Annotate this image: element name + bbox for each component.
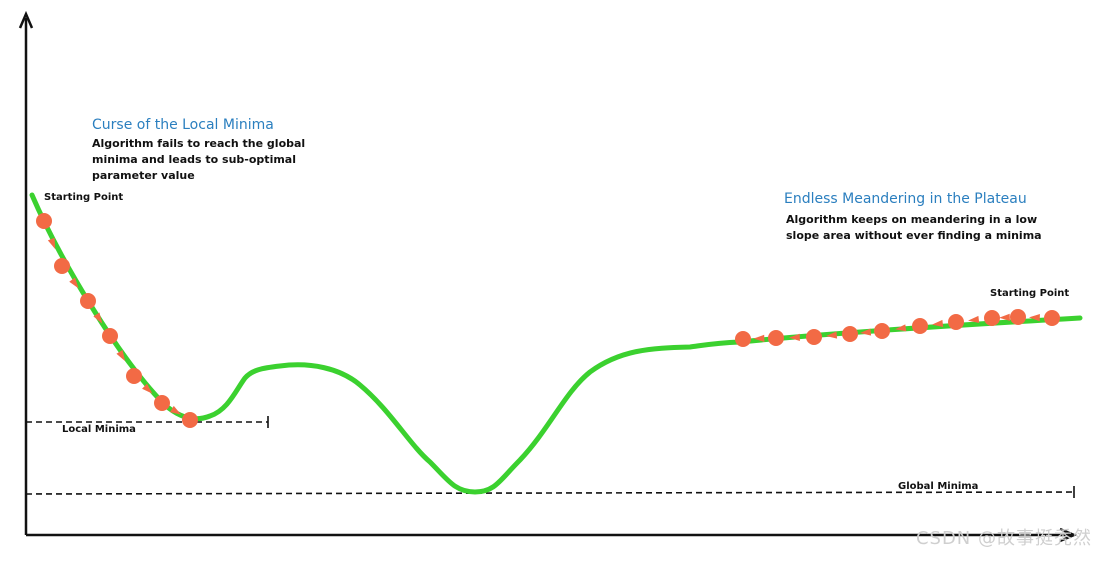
- plateau-descent-arrow-icon: [895, 324, 907, 332]
- plateau-descent-arrow-icon: [968, 315, 980, 324]
- plateau-description: Algorithm keeps on meandering in a low s…: [786, 213, 1042, 242]
- left-descent-arrow-icon: [69, 277, 79, 289]
- left-descent-point: [102, 328, 118, 344]
- left-descent-point: [182, 412, 198, 428]
- y-axis-arrow-icon: [18, 10, 34, 29]
- left-descent-arrow-icon: [142, 383, 153, 394]
- plateau-descent-arrow-icon: [999, 313, 1010, 321]
- global-minima-label: Global Minima: [898, 481, 979, 492]
- descent-points: [36, 213, 1060, 428]
- plateau-descent-point: [912, 318, 928, 334]
- plateau-descent-arrow-icon: [932, 319, 944, 328]
- left-descent-point: [36, 213, 52, 229]
- plateau-descent-point: [842, 326, 858, 342]
- left-descent-point: [154, 395, 170, 411]
- loss-curve: [29, 192, 1083, 495]
- left-descent-arrow-icon: [93, 312, 103, 324]
- left-descent-point: [54, 258, 70, 274]
- x-axis-arrow-icon: [1059, 527, 1078, 543]
- plateau-descent-arrow-icon: [789, 333, 800, 341]
- left-descent-point: [80, 293, 96, 309]
- plateau-descent-arrow-icon: [1029, 314, 1040, 322]
- plateau-descent-point: [735, 331, 751, 347]
- local-minima-description: Algorithm fails to reach the global mini…: [92, 137, 306, 182]
- plateau-title: Endless Meandering in the Plateau: [784, 191, 1027, 207]
- plateau-descent-point: [874, 323, 890, 339]
- left-starting-point-label: Starting Point: [44, 192, 124, 203]
- right-starting-point-label: Starting Point: [990, 288, 1070, 299]
- plateau-descent-point: [1010, 309, 1026, 325]
- local-minima-label: Local Minima: [62, 424, 136, 435]
- watermark: CSDN @故事挺秃然: [915, 528, 1092, 549]
- plateau-descent-arrow-icon: [826, 331, 838, 339]
- plateau-descent-point: [984, 310, 1000, 326]
- plateau-descent-point: [1044, 310, 1060, 326]
- descent-arrows: [47, 237, 1040, 415]
- plateau-descent-arrow-icon: [753, 334, 765, 342]
- left-descent-arrow-icon: [170, 405, 182, 415]
- left-descent-arrow-icon: [116, 350, 126, 362]
- plateau-descent-point: [948, 314, 964, 330]
- plateau-descent-arrow-icon: [860, 328, 872, 336]
- plateau-descent-point: [768, 330, 784, 346]
- global-minima-line: [25, 491, 1075, 495]
- local-minima-title: Curse of the Local Minima: [92, 117, 274, 133]
- plateau-descent-point: [806, 329, 822, 345]
- left-descent-point: [126, 368, 142, 384]
- left-descent-arrow-icon: [47, 237, 56, 250]
